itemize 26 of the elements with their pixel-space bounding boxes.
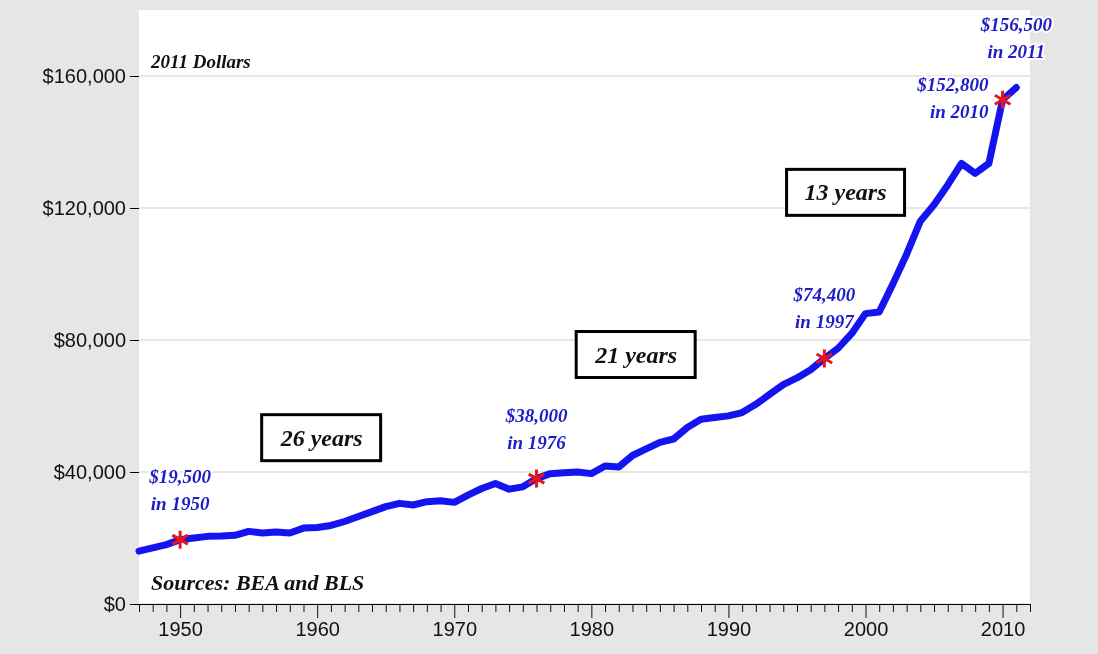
annotation: $152,800 in 2010 bbox=[916, 73, 990, 122]
annotation: 26 years bbox=[279, 424, 363, 451]
point bbox=[170, 529, 190, 551]
annotation: $38,000 in 1976 bbox=[504, 404, 568, 453]
annotation: $19,500 in 1950 bbox=[148, 465, 212, 514]
x-tick-label: 1970 bbox=[432, 618, 478, 640]
annotation: 2011 Dollars bbox=[150, 51, 251, 72]
x-tick-label: 2010 bbox=[980, 618, 1026, 640]
annotation: 13 years bbox=[804, 179, 887, 206]
x-tick-label: 1990 bbox=[706, 618, 752, 640]
x-tick-label: 1950 bbox=[158, 618, 203, 640]
x-tick-label: 1980 bbox=[569, 618, 615, 640]
point bbox=[527, 468, 546, 490]
y-tick-label: $0 bbox=[103, 592, 126, 615]
point bbox=[993, 89, 1012, 111]
y-tick-label: $40,000 bbox=[53, 460, 126, 483]
y-tick-label: $160,000 bbox=[42, 64, 126, 87]
annotation: $156,500 in 2011 bbox=[979, 13, 1053, 62]
annotation: 21 years bbox=[594, 341, 678, 368]
point bbox=[815, 347, 834, 369]
annotation: Sources: BEA and BLS bbox=[151, 570, 365, 595]
x-tick-label: 1960 bbox=[295, 618, 340, 640]
y-tick-label: $120,000 bbox=[42, 196, 126, 219]
y-tick-label: $80,000 bbox=[53, 328, 126, 351]
annotation: $74,400 in 1997 bbox=[792, 284, 856, 333]
x-tick-label: 2000 bbox=[843, 618, 889, 640]
